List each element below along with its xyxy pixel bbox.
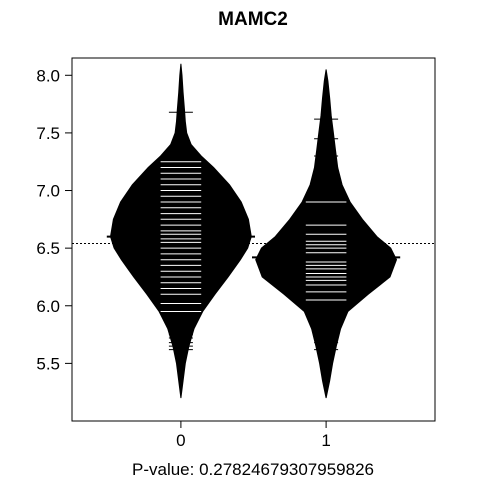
y-tick-label: 7.0 bbox=[36, 182, 60, 201]
x-tick-label: 1 bbox=[321, 431, 330, 450]
y-tick-label: 5.5 bbox=[36, 354, 60, 373]
bean-group-1 bbox=[252, 69, 401, 399]
beans-layer bbox=[106, 63, 401, 399]
p-value-label: P-value: 0.27824679307959826 bbox=[132, 460, 374, 479]
x-tick-label: 0 bbox=[176, 431, 185, 450]
bean-group-0 bbox=[106, 63, 255, 399]
chart-title: MAMC2 bbox=[218, 9, 288, 30]
y-tick-label: 8.0 bbox=[36, 66, 60, 85]
y-tick-label: 7.5 bbox=[36, 124, 60, 143]
bean-shape bbox=[255, 69, 398, 399]
y-tick-label: 6.5 bbox=[36, 239, 60, 258]
y-axis: 5.5 6.0 6.5 7.0 7.5 8.0 bbox=[36, 66, 73, 373]
y-tick-label: 6.0 bbox=[36, 297, 60, 316]
